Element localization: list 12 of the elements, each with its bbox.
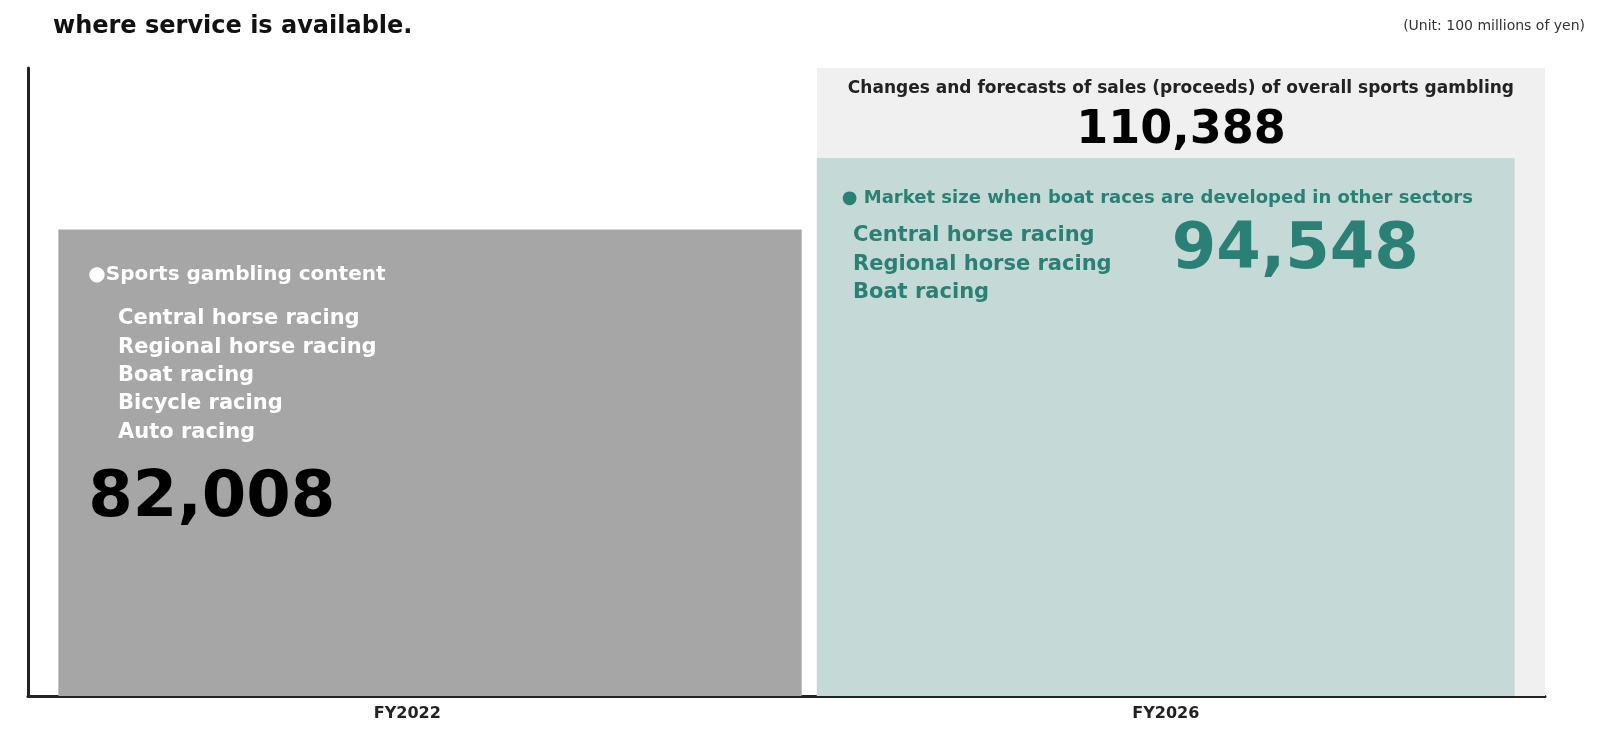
data-label: 110,388 xyxy=(1076,100,1286,154)
series-label: ● Market size when boat races are developed in other sectors xyxy=(841,185,1473,207)
x-tick-label: FY2022 xyxy=(373,702,441,722)
data-label: 82,008 xyxy=(88,457,336,532)
chart-title: where service is available. xyxy=(53,11,413,39)
annotation: Central horse racing Regional horse racing Boat racing xyxy=(853,222,1112,303)
annotation: Central horse racing Regional horse racing Boat racing Bicycle racing Auto racing xyxy=(118,305,377,443)
series-label: Changes and forecasts of sales (proceeds) of overall sports gambling xyxy=(847,76,1514,97)
data-label: 94,548 xyxy=(1171,209,1419,284)
series-label: ●Sports gambling content xyxy=(88,261,386,286)
text: (Unit: 100 millions of yen) xyxy=(1403,17,1585,34)
x-tick-label: FY2026 xyxy=(1132,702,1200,722)
